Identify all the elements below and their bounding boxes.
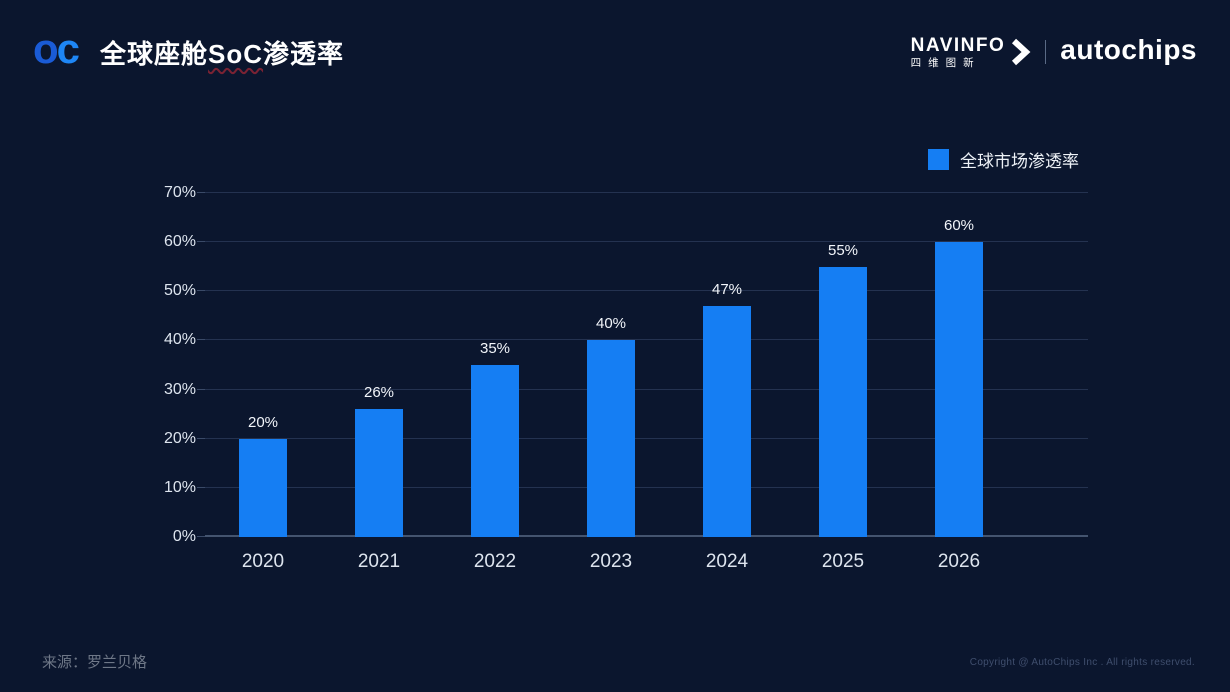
gridline <box>205 241 1088 243</box>
bar-value-label: 20% <box>247 413 279 431</box>
legend-label: 全球市场渗透率 <box>960 152 1079 171</box>
page-title-pre: 全球座舱 <box>100 38 209 69</box>
x-axis-tick-label: 2020 <box>241 551 285 572</box>
y-axis-tick-label: 70% <box>163 184 196 201</box>
bar-2022 <box>471 365 519 537</box>
y-axis-tick-label: 30% <box>163 380 196 398</box>
bar-2024 <box>703 306 751 537</box>
autochips-wordmark: autochips <box>1060 34 1197 65</box>
navinfo-wordmark: NAVINFO <box>910 34 1006 56</box>
gridline <box>205 486 1088 488</box>
navinfo-logo: NAVINFO 四维图新 <box>911 36 1032 69</box>
gridline <box>205 192 1088 193</box>
bar-2021 <box>355 409 403 537</box>
axis-tick <box>197 192 205 193</box>
axis-tick <box>197 339 205 341</box>
oc-logo-o: o <box>33 25 59 72</box>
gridline <box>205 388 1088 390</box>
bar-value-label: 60% <box>943 217 975 235</box>
x-axis-tick-label: 2023 <box>589 551 633 572</box>
y-axis-labels: 0% 10% 20% 30% 40% 50% 60% 70% <box>100 184 196 545</box>
navinfo-chevron-icon <box>1012 38 1031 66</box>
bar-2025 <box>819 266 867 537</box>
x-axis-tick-label: 2026 <box>937 551 981 572</box>
bar-2026 <box>935 242 983 537</box>
bar-value-label: 26% <box>363 384 395 402</box>
header: oc 全球座舱SoC渗透率 NAVINFO 四维图新 autochips <box>33 26 1197 78</box>
axis-tick <box>197 536 205 537</box>
legend-swatch <box>928 149 949 170</box>
x-axis-tick-label: 2022 <box>473 551 517 572</box>
bar-value-label: 47% <box>711 281 743 299</box>
x-axis-tick-label: 2024 <box>705 551 749 572</box>
axis-tick <box>197 290 205 292</box>
bar-value-label: 35% <box>479 340 511 357</box>
y-axis-tick-label: 40% <box>163 331 196 349</box>
y-axis-tick-label: 10% <box>163 478 196 496</box>
bar-2020 <box>239 438 287 537</box>
y-axis-tick-label: 0% <box>172 528 196 545</box>
page-title-soc: SoC <box>208 38 264 69</box>
oc-logo: oc <box>33 25 80 72</box>
page-title: 全球座舱SoC渗透率 <box>100 34 344 71</box>
x-axis-tick-label: 2021 <box>357 551 401 572</box>
copyright-note: Copyright @ AutoChips Inc . All rights r… <box>969 657 1195 668</box>
oc-logo-c: c <box>56 25 80 72</box>
chart-legend: 全球市场渗透率 <box>928 147 1079 172</box>
source-note: 来源：罗兰贝格 <box>42 654 148 671</box>
gridline <box>205 339 1088 341</box>
y-axis-tick-label: 20% <box>163 429 196 447</box>
bar-value-label: 55% <box>827 241 859 259</box>
gridline <box>205 290 1088 292</box>
penetration-bar-chart: 20% 2020 26% 2021 35% 2022 40% 2023 47% 2024 55% 20… <box>197 192 1088 572</box>
axis-tick <box>197 388 205 390</box>
brand-divider <box>1045 40 1047 64</box>
y-axis-tick-label: 50% <box>163 282 196 300</box>
bar-value-label: 40% <box>595 315 627 333</box>
axis-tick <box>197 486 205 488</box>
brand-logos: NAVINFO 四维图新 autochips <box>911 36 1197 69</box>
bar-2023 <box>587 340 635 537</box>
x-axis-tick-label: 2025 <box>821 551 865 572</box>
navinfo-chinese-name: 四维图新 <box>910 56 981 69</box>
y-axis-tick-label: 60% <box>163 233 196 251</box>
page-title-post: 渗透率 <box>263 38 345 69</box>
navinfo-text-block: NAVINFO 四维图新 <box>911 36 1006 69</box>
gridline <box>205 535 1088 537</box>
axis-tick <box>197 241 205 243</box>
axis-tick <box>197 437 205 439</box>
gridline <box>205 437 1088 439</box>
